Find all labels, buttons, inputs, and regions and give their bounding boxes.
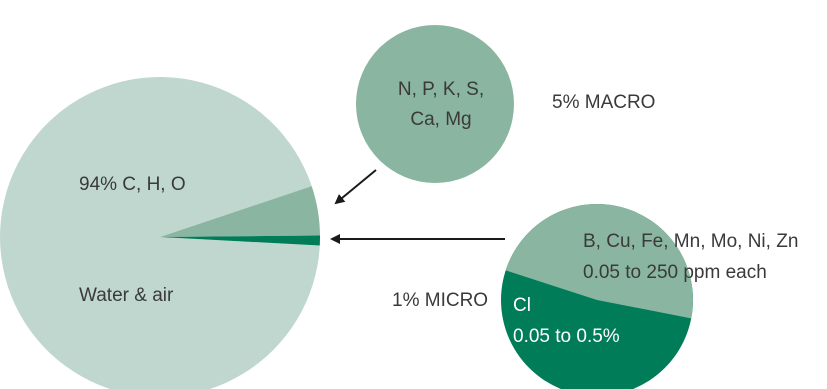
main-pie [0, 76, 320, 389]
micro-percent-label: 1% MICRO [392, 290, 488, 311]
trace-elements-label: B, Cu, Fe, Mn, Mo, Ni, Zn [583, 231, 798, 252]
pie-slice-macro [160, 186, 320, 237]
cl-range-label: 0.05 to 0.5% [513, 326, 620, 347]
macro-nutrients-line1: N, P, K, S, [398, 79, 484, 100]
macro-percent-label: 5% MACRO [552, 92, 655, 113]
macro-arrow [334, 169, 377, 205]
micro-pie [501, 203, 694, 389]
pie-slice-cho [0, 76, 320, 389]
water-air-label: Water & air [79, 285, 174, 306]
pie-slice-micro [160, 235, 320, 246]
macro-nutrients-line2: Ca, Mg [410, 109, 471, 130]
cl-label: Cl [513, 295, 531, 316]
trace-range-label: 0.05 to 250 ppm each [583, 262, 767, 283]
cho-label: 94% C, H, O [79, 174, 186, 195]
macro-circle [356, 25, 514, 183]
micro-slice-trace [505, 203, 694, 319]
